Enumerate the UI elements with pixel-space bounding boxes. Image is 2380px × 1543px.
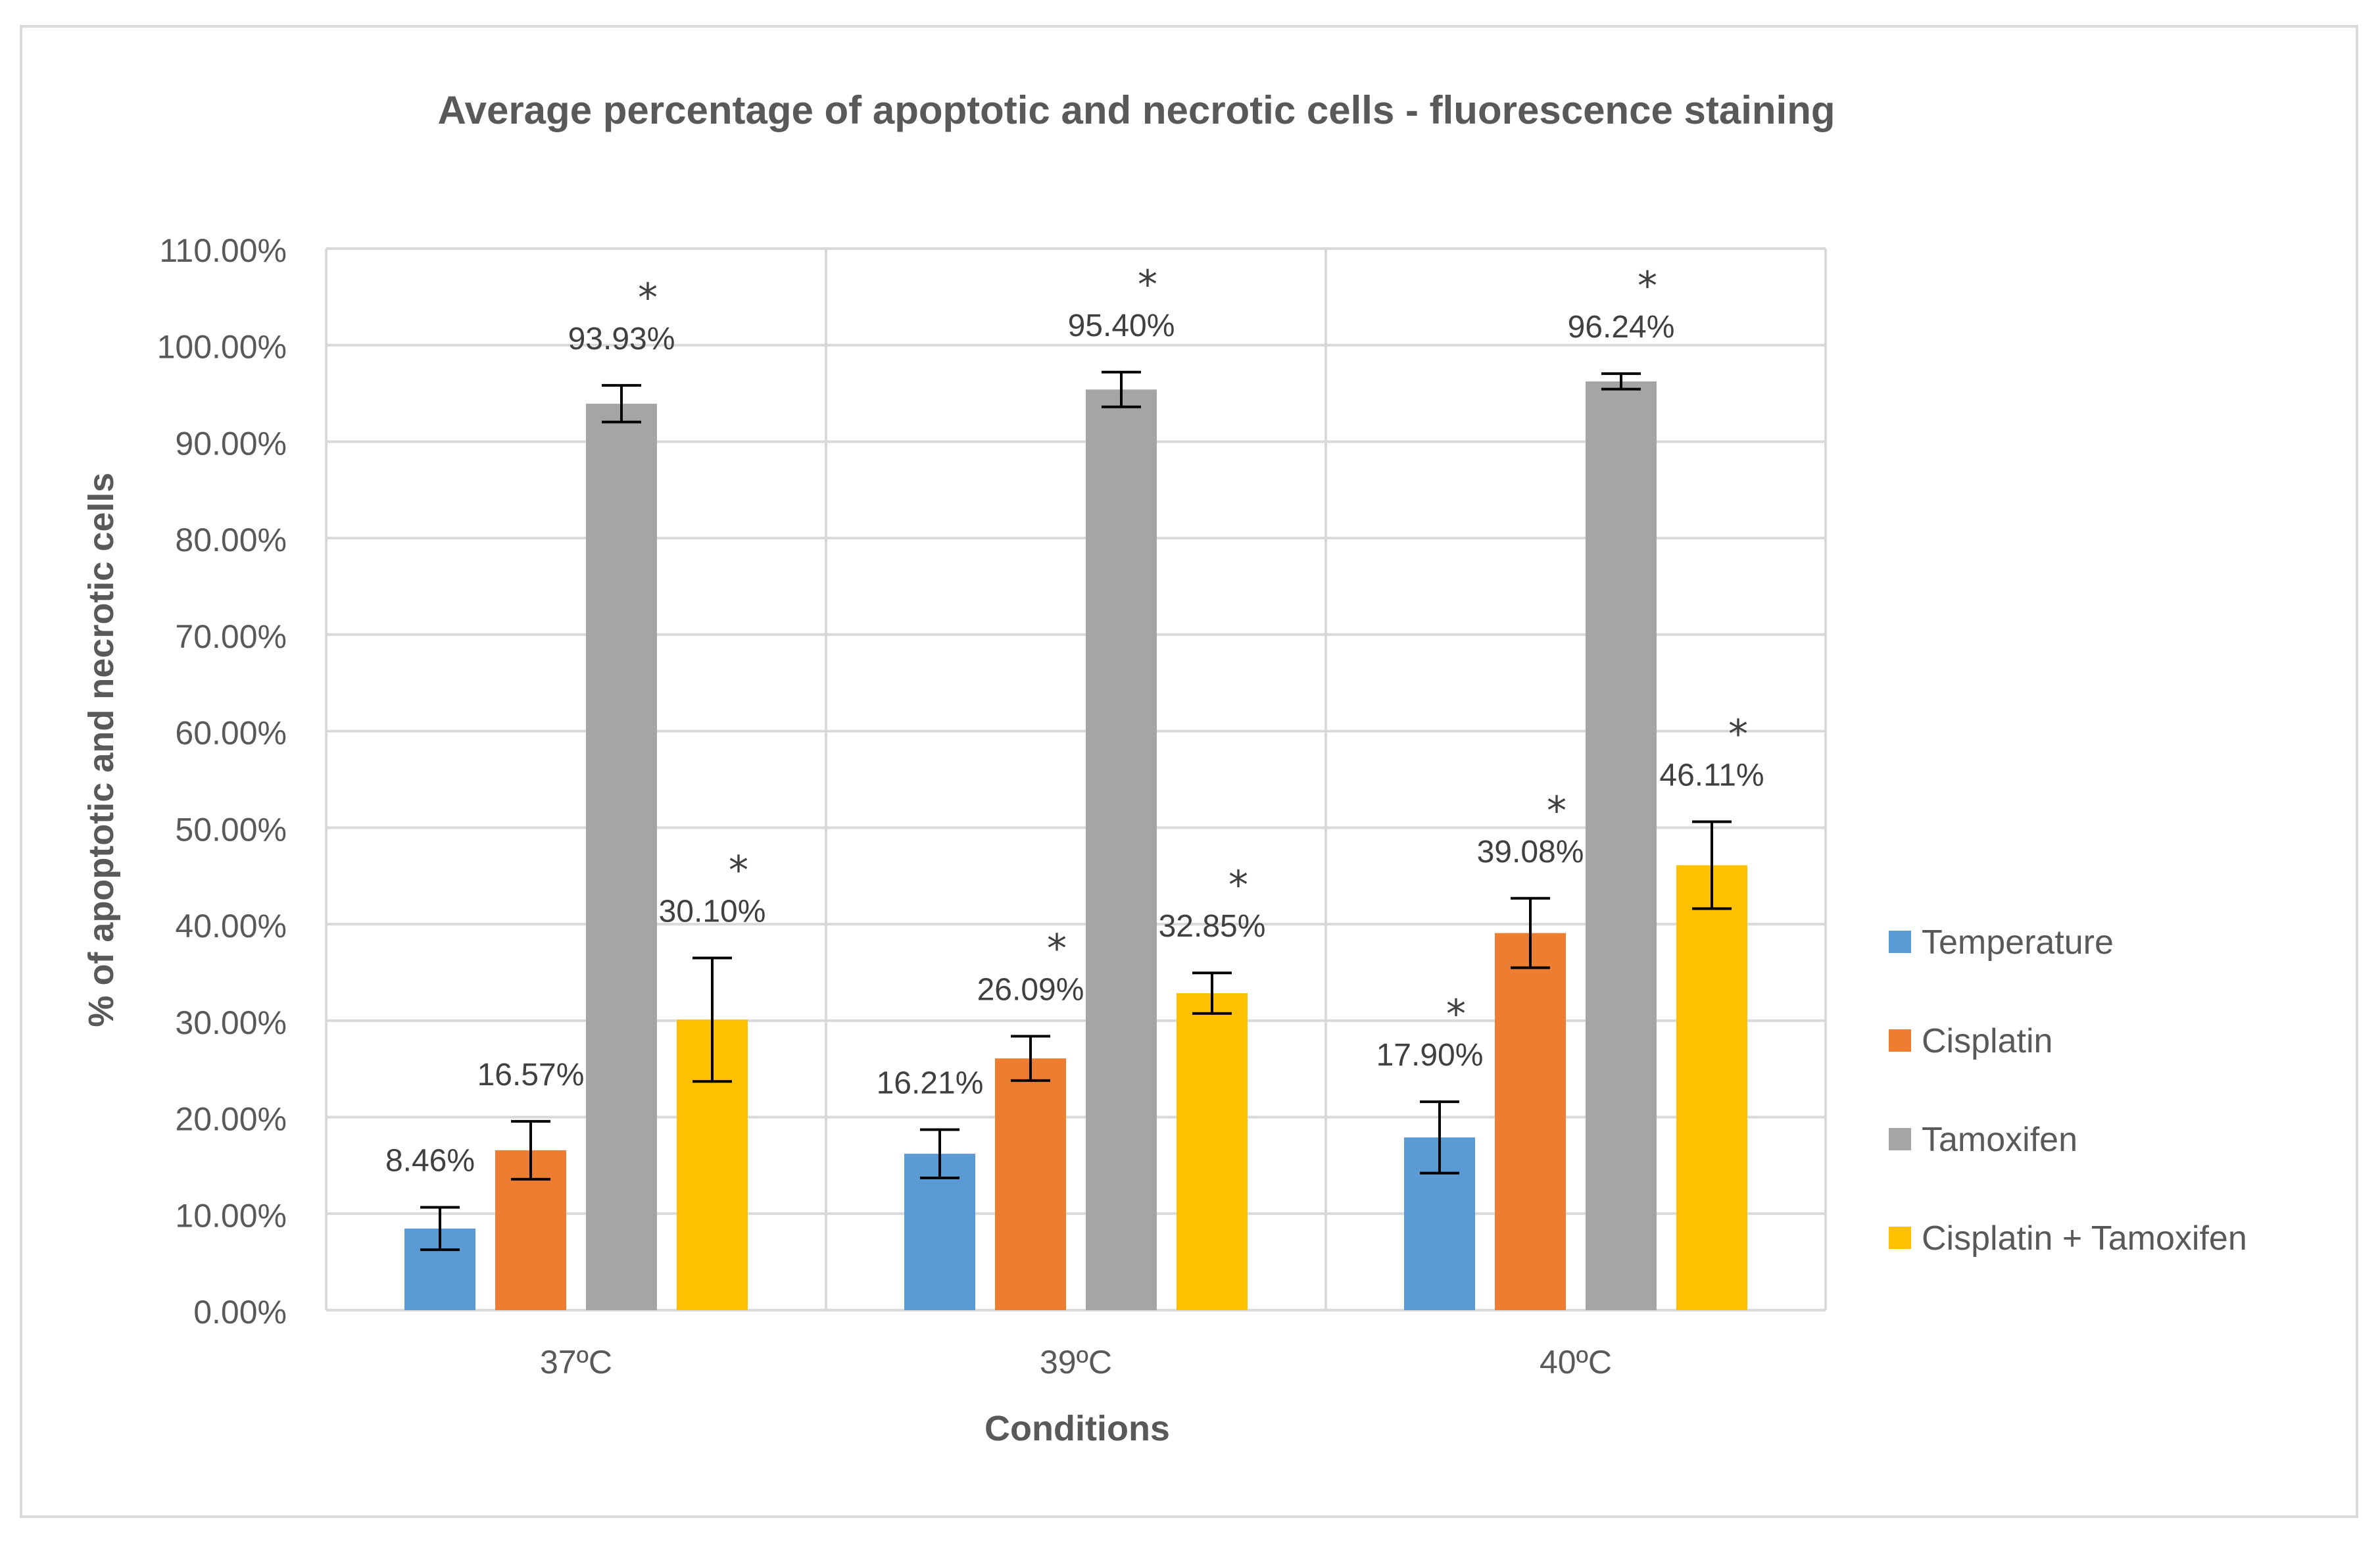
chart-title: Average percentage of apoptotic and necr… — [437, 88, 1835, 132]
legend-label: Cisplatin — [1922, 1022, 2052, 1060]
y-tick-label: 60.00% — [175, 715, 287, 752]
data-label: 93.93% — [568, 322, 675, 356]
significance-star: * — [1138, 262, 1157, 308]
y-tick-label: 100.00% — [157, 329, 287, 366]
x-axis-title: Conditions — [984, 1409, 1170, 1448]
data-label: 46.11% — [1659, 758, 1764, 793]
bar — [995, 1058, 1066, 1310]
y-tick-label: 20.00% — [175, 1101, 287, 1138]
y-tick-label: 50.00% — [175, 811, 287, 848]
significance-star: * — [1446, 991, 1466, 1037]
data-label: 95.40% — [1068, 308, 1175, 343]
data-labels-layer: 8.46%16.57%93.93%*30.10%*16.21%26.09%*95… — [385, 262, 1764, 1179]
y-tick-label: 90.00% — [175, 425, 287, 462]
significance-star: * — [1547, 788, 1566, 834]
data-label: 17.90% — [1376, 1038, 1484, 1073]
x-tick-label: 40ºC — [1540, 1344, 1612, 1381]
y-tick-label: 30.00% — [175, 1004, 287, 1041]
significance-star: * — [1728, 711, 1748, 757]
x-tick-label: 39ºC — [1040, 1344, 1112, 1381]
y-tick-label: 40.00% — [175, 908, 287, 944]
bar — [1676, 865, 1747, 1310]
y-tick-label: 10.00% — [175, 1197, 287, 1234]
legend-swatch — [1889, 1128, 1911, 1150]
data-label: 8.46% — [385, 1144, 475, 1179]
data-label: 16.21% — [877, 1065, 984, 1100]
y-tick-label: 70.00% — [175, 618, 287, 655]
error-bars-layer — [420, 370, 1732, 1252]
bar — [1586, 381, 1657, 1310]
legend-label: Tamoxifen — [1922, 1121, 2077, 1159]
bar — [1086, 389, 1157, 1310]
bar — [586, 403, 657, 1310]
x-tick-label: 37ºC — [540, 1344, 612, 1381]
y-tick-label: 80.00% — [175, 522, 287, 558]
data-label: 16.57% — [477, 1058, 585, 1092]
legend-swatch — [1889, 931, 1911, 953]
legend: Temperature Cisplatin Tamoxifen Cisplatin +… — [1889, 923, 2247, 1258]
axis-layer: 0.00% 10.00% 20.00% 30.00% 40.00% 50.00% 60.00… — [157, 232, 1612, 1381]
significance-star: * — [729, 847, 748, 893]
bar — [1177, 993, 1248, 1310]
y-tick-label: 0.00% — [193, 1294, 287, 1331]
y-tick-label: 110.00% — [159, 232, 287, 269]
grid-layer — [325, 247, 1827, 1311]
bar — [904, 1154, 975, 1310]
bar — [1495, 933, 1566, 1310]
significance-star: * — [1228, 862, 1248, 908]
y-axis-title: % of apoptotic and necrotic cells — [82, 472, 121, 1027]
significance-star: * — [1638, 263, 1657, 309]
legend-label: Temperature — [1922, 923, 2114, 962]
significance-star: * — [638, 275, 658, 321]
legend-swatch — [1889, 1227, 1911, 1249]
data-label: 30.10% — [659, 894, 766, 929]
data-label: 32.85% — [1159, 909, 1266, 944]
data-label: 26.09% — [977, 972, 1084, 1007]
data-label: 39.08% — [1477, 835, 1584, 869]
legend-swatch — [1889, 1029, 1911, 1052]
significance-star: * — [1047, 925, 1067, 971]
data-label: 96.24% — [1568, 310, 1675, 345]
legend-label: Cisplatin + Tamoxifen — [1922, 1219, 2247, 1258]
